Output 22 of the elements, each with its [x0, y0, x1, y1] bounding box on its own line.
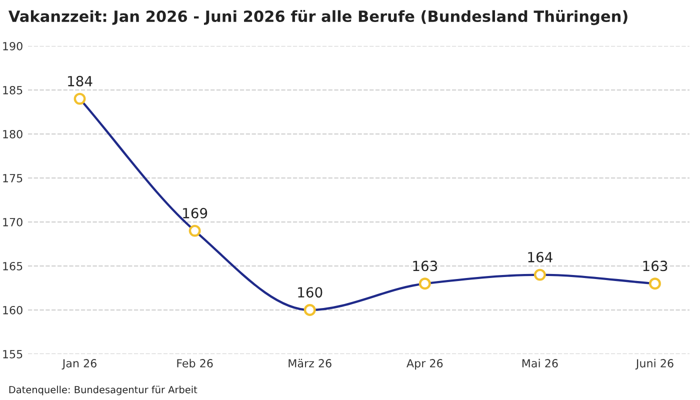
y-tick-label: 190: [3, 42, 22, 50]
x-tick-label: Jan 26: [62, 359, 96, 370]
y-tick-label: 185: [3, 86, 22, 94]
y-tick-label: 170: [3, 218, 22, 226]
data-label: 169: [183, 208, 208, 218]
x-tick-label: März 26: [288, 358, 332, 368]
y-tick-label: 160: [3, 306, 22, 314]
y-tick-label: 175: [3, 174, 22, 182]
data-label: 164: [528, 252, 552, 262]
y-tick-label: 165: [3, 262, 22, 270]
chart-title: Vakanzzeit: Jan 2026 - Juni 2026 für alle Berufe (Bundesland Thüringen): [8, 10, 628, 26]
x-tick-label: Feb 26: [177, 358, 213, 368]
data-label: 163: [643, 260, 668, 272]
data-label: 163: [413, 260, 438, 272]
x-tick-label: Juni 26: [635, 358, 674, 370]
text: Datenquelle: Bundesagentur für Arbeit: [9, 386, 198, 396]
y-tick-label: 180: [3, 130, 22, 138]
y-tick-label: 155: [3, 350, 22, 358]
x-tick-label: Apr 26: [406, 359, 443, 370]
data-label: 184: [68, 76, 92, 86]
data-label: 160: [298, 287, 322, 298]
x-tick-label: Mai 26: [522, 358, 558, 368]
